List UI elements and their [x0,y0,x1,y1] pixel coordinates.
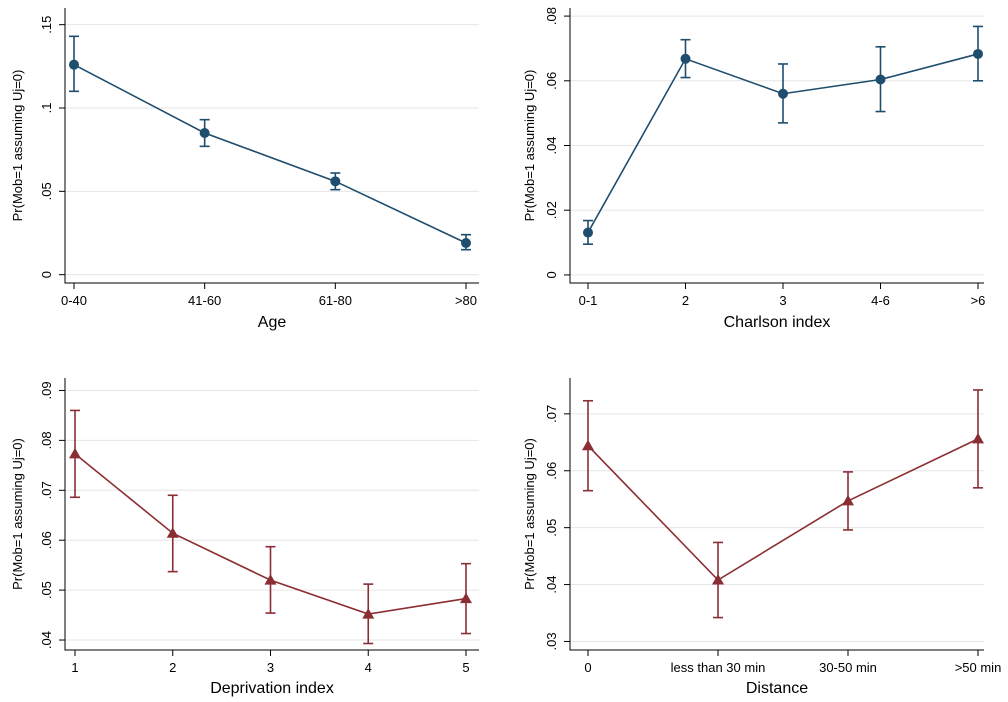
chart-panel-1: 0 .05 .1 .15 0-40 41-60 61-80 >80 Age Pr(Mob=1 as… [10,8,479,331]
y-tick-label: .06 [544,72,559,90]
series-line [73,63,467,244]
data-point [842,494,854,506]
data-point [264,574,277,585]
x-axis-title: Charlson index [724,314,831,331]
x-tick-label: 4 [365,660,372,675]
data-point [680,53,691,64]
data-point [461,238,471,248]
x-tick-label: 30-50 min [819,660,877,675]
x-tick-label: 3 [267,660,274,675]
x-tick-label: 41-60 [188,293,221,308]
data-point [712,574,724,585]
data-point [875,74,886,85]
x-axis-title: Distance [746,680,808,697]
data-point [69,447,81,459]
data-point [362,608,375,619]
chart-panel-2: 0 .02 .04 .06 .08 0-1 2 3 4-6 >6 Charlson index Pr(… [522,7,985,331]
data-point [778,88,788,99]
y-tick-label: .09 [39,381,54,399]
y-tick-label: .1 [39,103,54,114]
data-point [973,48,983,59]
x-tick-label: 0-40 [61,293,87,308]
y-tick-label: .04 [39,631,54,649]
y-tick-label: .15 [39,16,54,34]
chart-panel-3: .04 .05 .06 .07 .08 .09 1 2 3 4 5 Deprivation index… [10,378,479,697]
x-tick-label: 5 [462,660,469,675]
x-tick-label: >6 [971,293,986,308]
y-tick-label: .02 [544,201,559,219]
y-tick-label: .08 [39,431,54,449]
x-tick-label: >80 [455,293,477,308]
x-tick-label: 2 [169,660,176,675]
y-tick-label: .08 [544,7,559,25]
x-tick-label: >50 min [955,660,1002,675]
x-tick-label: 2 [682,293,689,308]
data-point [583,227,593,238]
chart-panel-4: .03 .04 .05 .06 .07 0 less than 30 min 30-50 mi… [522,378,1001,697]
y-tick-label: .04 [544,576,559,594]
x-tick-label: 61-80 [319,293,352,308]
y-axis-title: Pr(Mob=1 assuming Uj=0) [10,438,25,590]
y-tick-label: .06 [544,462,559,480]
data-point [199,128,210,138]
y-tick-label: .05 [544,519,559,537]
x-tick-label: 4-6 [871,293,890,308]
y-tick-label: .06 [39,531,54,549]
y-tick-label: .07 [39,481,54,499]
y-tick-label: .05 [39,581,54,599]
y-tick-label: .03 [544,632,559,650]
data-point [69,59,79,70]
x-axis-title: Deprivation index [210,680,334,697]
data-point [972,432,984,444]
x-tick-label: 0-1 [579,293,598,308]
y-axis-title: Pr(Mob=1 assuming Uj=0) [522,70,537,222]
y-axis-title: Pr(Mob=1 assuming Uj=0) [10,70,25,222]
data-point [582,439,594,451]
y-tick-label: .07 [544,405,559,423]
x-tick-label: 0 [584,660,591,675]
x-tick-label: 3 [779,293,786,308]
data-point [330,176,341,187]
y-axis-title: Pr(Mob=1 assuming Uj=0) [522,438,537,590]
y-tick-label: 0 [544,271,559,278]
x-axis-title: Age [258,314,287,331]
data-point [460,592,472,604]
y-tick-label: .05 [39,182,54,200]
series-line [587,438,979,582]
data-point [166,527,179,538]
y-tick-label: .04 [544,136,559,154]
x-tick-label: less than 30 min [671,660,766,675]
y-tick-label: 0 [39,271,54,278]
x-tick-label: 1 [71,660,78,675]
